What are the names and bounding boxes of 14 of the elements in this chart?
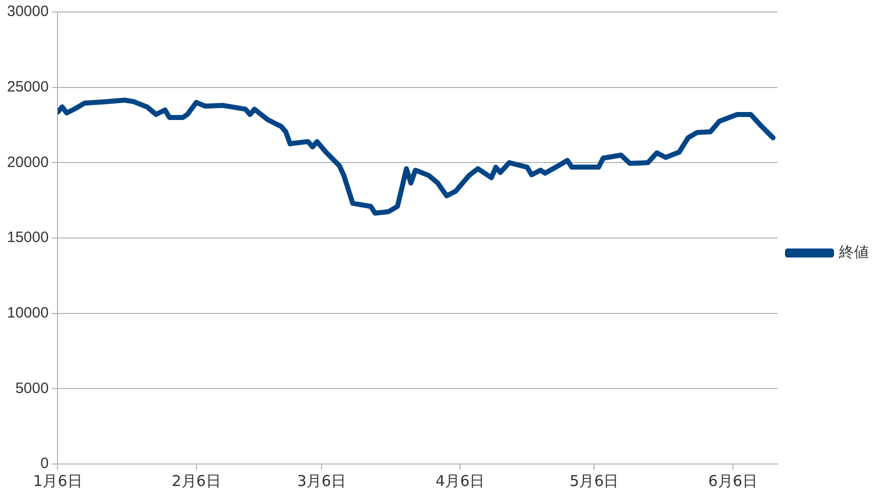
- y-tick-label: 15000: [6, 229, 49, 246]
- x-tick-label: 2月6日: [172, 472, 221, 490]
- y-tick-label: 30000: [6, 3, 49, 20]
- y-tick-label: 5000: [15, 380, 49, 397]
- y-tick-label: 0: [40, 455, 49, 472]
- y-tick-label: 10000: [6, 304, 49, 322]
- x-tick-label: 5月6日: [570, 472, 619, 490]
- x-tick-label: 6月6日: [708, 472, 758, 490]
- x-tick-label: 4月6日: [436, 472, 485, 490]
- x-tick-label: 1月6日: [33, 472, 82, 490]
- y-tick-label: 25000: [6, 78, 49, 96]
- x-tick-label: 3月6日: [296, 472, 346, 490]
- legend-label: 終値: [838, 244, 869, 262]
- y-tick-label: 20000: [6, 154, 49, 171]
